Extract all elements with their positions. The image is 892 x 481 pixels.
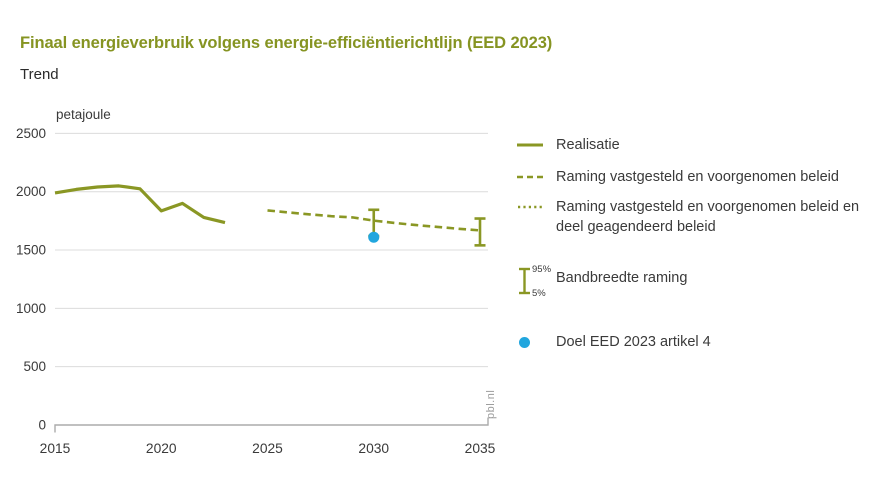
x-tick-label: 2020 [146,441,177,456]
y-tick-label: 2500 [16,126,46,141]
x-tick-label: 2015 [40,441,71,456]
page-subtitle: Trend [20,66,59,83]
y-tick-label: 1000 [16,301,46,316]
y-tick-label: 2000 [16,184,46,199]
target-dot [368,231,380,243]
x-tick-label: 2025 [252,441,283,456]
y-tick-label: 1500 [16,243,46,258]
pbl-watermark: pbl.nl [485,390,497,419]
page-title: Finaal energieverbruik volgens energie-e… [20,34,553,52]
y-tick-label: 500 [23,359,46,374]
x-tick-label: 2030 [358,441,389,456]
x-axis-line [54,417,489,433]
y-axis-unit-label: petajoule [56,107,111,122]
x-tick-label: 2035 [465,441,496,456]
y-tick-label: 0 [38,418,46,433]
realisatie-line [54,184,226,225]
